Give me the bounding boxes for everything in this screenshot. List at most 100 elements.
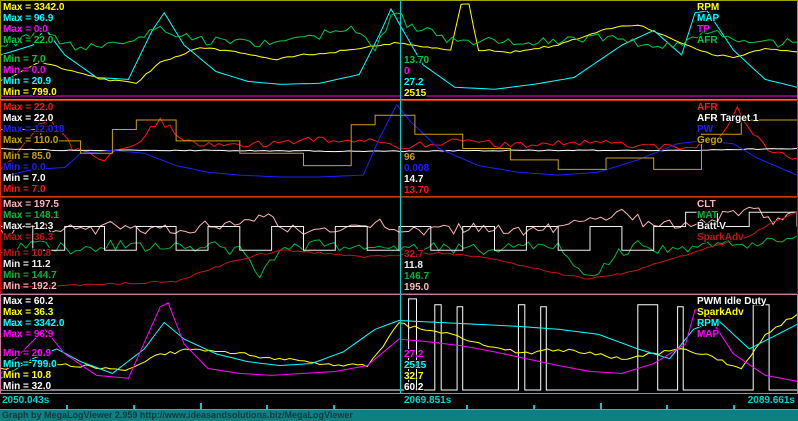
min-value-label: Min = 10.8 <box>3 248 52 259</box>
cursor-value: 32.7 <box>404 371 424 382</box>
time-start-label: 2050.043s <box>2 395 50 406</box>
legend-item-map: MAP <box>697 13 720 24</box>
cursor-value: 146.7 <box>404 271 430 282</box>
max-value-label: Max = 96.9 <box>3 329 54 340</box>
trace-pw <box>1 103 797 178</box>
min-value-label: Min = 85.0 <box>3 151 52 162</box>
min-value-label: Min = 20.9 <box>3 348 52 359</box>
max-value-label: Max = 22.0 <box>3 102 54 113</box>
cursor-value: 11.8 <box>404 260 423 271</box>
legend-item-tp: TP <box>697 24 710 35</box>
min-labels-panel-4: Min = 20.9 Min = 799.0 Min = 10.8 Min = 32.… <box>3 348 57 392</box>
legend-item-afr: AFR <box>697 102 718 113</box>
legend-panel-3: CLT MAT Batt V SparkAdv <box>697 199 744 243</box>
max-value-label: Max = 197.5 <box>3 199 59 210</box>
legend-panel-1: RPM MAP TP AFR <box>697 2 719 46</box>
legend-item-mat: MAT <box>697 210 718 221</box>
legend-item-afr-target-1: AFR Target 1 <box>697 113 759 124</box>
legend-item-sparkadv: SparkAdv <box>697 232 744 243</box>
time-cursor-line[interactable] <box>400 0 401 394</box>
trace-afr-target-1 <box>1 148 797 153</box>
chart-panel-4[interactable]: Max = 60.2 Max = 36.3 Max = 3342.0 Max = 96… <box>0 294 798 394</box>
cursor-value: 0 <box>404 66 410 77</box>
trace-sparkadv <box>1 314 797 371</box>
chart-panel-1[interactable]: Max = 3342.0 Max = 96.9 Max = 0.0 Max = 22.… <box>0 0 798 100</box>
legend-item-sparkadv: SparkAdv <box>697 307 744 318</box>
cursor-value: 13.70 <box>404 55 430 66</box>
trace-pwm-idle-duty <box>1 298 797 391</box>
max-value-label: Max = 22.0 <box>3 113 54 124</box>
max-value-label: Max = 12.3 <box>3 221 54 232</box>
max-value-label: Max = 96.9 <box>3 13 54 24</box>
cursor-values-panel-1: 13.70 0 27.2 2515 <box>404 55 429 99</box>
legend-item-batt-v: Batt V <box>697 221 726 232</box>
trace-rpm <box>1 3 797 84</box>
legend-item-gego: Gego <box>697 135 723 146</box>
trace-map <box>1 302 797 382</box>
trace-rpm <box>1 318 797 379</box>
cursor-value: 195.0 <box>404 282 430 293</box>
max-labels-panel-3: Max = 197.5 Max = 148.1 Max = 12.3 Max = 36… <box>3 199 59 243</box>
time-axis[interactable]: 2050.043s 2069.851s 2089.661s <box>0 394 798 410</box>
max-value-label: Max = 36.3 <box>3 307 54 318</box>
legend-item-rpm: RPM <box>697 2 720 13</box>
max-labels-panel-4: Max = 60.2 Max = 36.3 Max = 3342.0 Max = 96… <box>3 296 64 340</box>
trace-canvas-2 <box>1 103 797 178</box>
legend-panel-4: PWM Idle Duty SparkAdv RPM MAP <box>697 296 766 340</box>
min-value-label: Min = 144.7 <box>3 270 57 281</box>
max-value-label: Max = 22.0 <box>3 35 54 46</box>
min-value-label: Min = 20.9 <box>3 76 52 87</box>
trace-canvas-4 <box>1 298 797 391</box>
max-value-label: Max = 12.018 <box>3 124 65 135</box>
cursor-value: 96 <box>404 152 416 163</box>
trace-batt-v <box>1 211 797 251</box>
trace-sparkadv <box>1 211 797 289</box>
min-value-label: Min = 32.0 <box>3 381 52 392</box>
legend-item-afr: AFR <box>697 35 718 46</box>
legend-item-pwm-idle-duty: PWM Idle Duty <box>697 296 767 307</box>
min-value-label: Min = 799.0 <box>3 87 57 98</box>
cursor-value: 60.2 <box>404 382 424 393</box>
cursor-values-panel-3: 32.7 11.8 146.7 195.0 <box>404 249 429 293</box>
trace-afr <box>1 105 797 170</box>
min-value-label: Min = 192.2 <box>3 281 57 292</box>
min-value-label: Min = 0.0 <box>3 65 46 76</box>
min-value-label: Min = 799.0 <box>3 359 57 370</box>
min-value-label: Min = 7.0 <box>3 184 46 195</box>
time-axis-tick <box>666 405 668 409</box>
max-value-label: Max = 36.3 <box>3 232 54 243</box>
time-axis-tick <box>466 405 468 409</box>
max-value-label: Max = 60.2 <box>3 296 54 307</box>
min-value-label: Min = 7.0 <box>3 173 46 184</box>
legend-item-map: MAP <box>697 329 720 340</box>
min-value-label: Min = 11.2 <box>3 259 51 270</box>
trace-afr <box>1 12 797 53</box>
max-value-label: Max = 3342.0 <box>3 2 65 13</box>
cursor-value: 13.70 <box>404 185 430 196</box>
cursor-value: 14.7 <box>404 174 424 185</box>
max-value-label: Max = 110.0 <box>3 135 59 146</box>
max-value-label: Max = 3342.0 <box>3 318 65 329</box>
max-labels-panel-1: Max = 3342.0 Max = 96.9 Max = 0.0 Max = 22.… <box>3 2 64 46</box>
trace-map <box>1 7 797 90</box>
time-axis-tick <box>333 405 335 409</box>
trace-canvas-3 <box>1 206 797 289</box>
legend-item-rpm: RPM <box>697 318 720 329</box>
min-labels-panel-3: Min = 10.8 Min = 11.2 Min = 144.7 Min = 192… <box>3 248 57 292</box>
time-axis-tick <box>133 405 135 409</box>
cursor-values-panel-2: 96 0.008 14.7 13.70 <box>404 152 429 196</box>
trace-clt <box>1 206 797 240</box>
trace-gego <box>1 114 797 170</box>
time-axis-tick <box>733 405 735 409</box>
time-axis-tick <box>533 405 535 409</box>
legend-panel-2: AFR AFR Target 1 PW Gego <box>697 102 759 146</box>
min-labels-panel-1: Min = 7.0 Min = 0.0 Min = 20.9 Min = 799.0 <box>3 54 57 98</box>
chart-panel-3[interactable]: Max = 197.5 Max = 148.1 Max = 12.3 Max = 36… <box>0 197 798 294</box>
trace-mat <box>1 235 797 279</box>
time-cursor-label: 2069.851s <box>404 395 452 406</box>
min-value-label: Min = 0.0 <box>3 162 46 173</box>
chart-panel-2[interactable]: Max = 22.0 Max = 22.0 Max = 12.018 Max = 11… <box>0 100 798 197</box>
max-value-label: Max = 0.0 <box>3 24 48 35</box>
cursor-values-panel-4: 27.2 2515 32.7 60.2 <box>404 349 426 393</box>
